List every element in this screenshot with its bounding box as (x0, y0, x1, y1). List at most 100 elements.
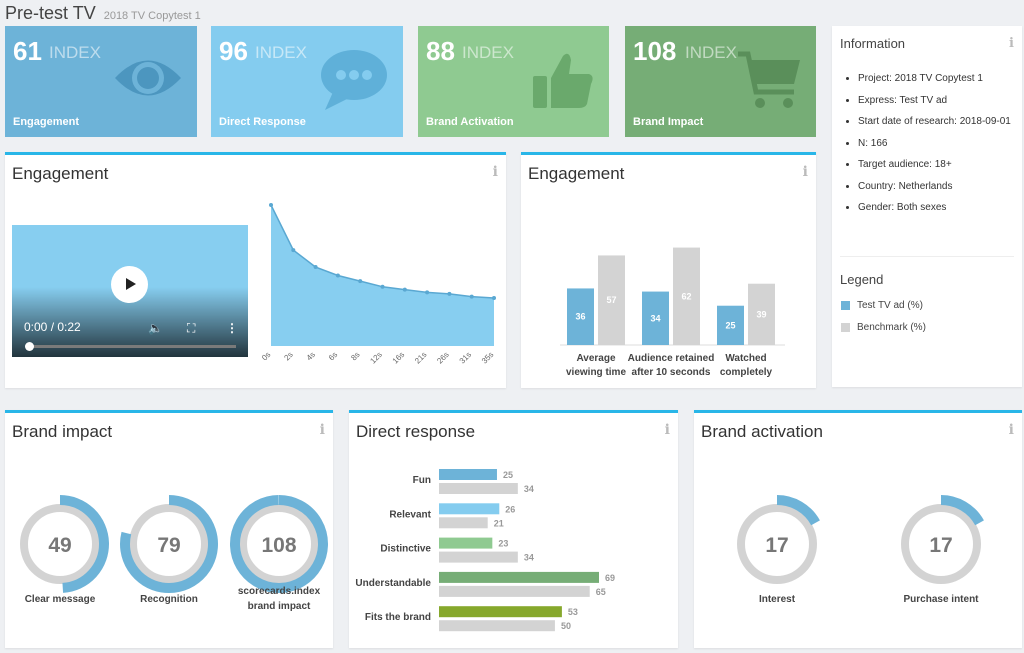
information-list: Project: 2018 TV Copytest 1 Express: Tes… (858, 68, 1018, 219)
category-label: Audience retained (628, 353, 715, 364)
video-seek-bar[interactable] (26, 345, 236, 348)
x-tick-label: 35s (480, 350, 495, 365)
bar-value-label: 23 (498, 539, 508, 549)
gauge-label: Clear message (25, 594, 96, 605)
gauge-arc (940, 495, 984, 526)
tile-brand-impact[interactable]: 108 INDEX Brand Impact (625, 26, 816, 137)
bar-value-label: 34 (524, 553, 534, 563)
engagement-area-chart: 0s 2s 4s 6s 8s 12s 16s 21s 26s 31s 35s (260, 203, 496, 366)
data-point (425, 290, 430, 295)
category-label: Average (576, 353, 616, 364)
tile-unit: INDEX (49, 43, 101, 62)
data-point (313, 265, 318, 270)
data-point (447, 291, 452, 296)
info-item: N: 166 (858, 133, 1018, 155)
info-icon[interactable]: i (492, 164, 498, 180)
tile-value: 61 (13, 36, 42, 66)
x-tick-label: 16s (391, 350, 406, 365)
tile-unit: INDEX (685, 43, 737, 62)
info-icon[interactable]: i (1009, 36, 1014, 51)
data-point (492, 296, 496, 301)
legend-swatch (841, 301, 850, 310)
x-tick-label: 6s (327, 350, 339, 362)
bar-value-label: 69 (605, 573, 615, 583)
brand-activation-card: Brand activation i (694, 410, 1022, 648)
x-tick-label: 12s (368, 350, 383, 365)
gauge-arc (120, 495, 218, 593)
gauge-value: 108 (261, 534, 296, 557)
data-point (358, 279, 363, 284)
engagement-bars-card: Engagement i (521, 152, 816, 388)
shopping-cart-icon (738, 51, 800, 108)
tile-label: Brand Impact (633, 116, 704, 128)
x-tick-label: 4s (305, 350, 317, 362)
fullscreen-icon[interactable]: ⛶ (187, 321, 196, 335)
x-tick-label: 0s (260, 350, 272, 362)
bar-benchmark (439, 517, 488, 529)
tile-value: 108 (633, 36, 677, 66)
bar-value-label: 25 (725, 320, 735, 330)
video-player[interactable]: 0:00 / 0:22 🔈 ⛶ ⋮ (12, 225, 248, 357)
card-title: Brand impact (12, 422, 113, 441)
bar-value-label: 36 (575, 312, 585, 322)
bar (567, 288, 594, 345)
tile-direct-response[interactable]: 96 INDEX Direct Response (211, 26, 403, 137)
gauge-arc (59, 495, 109, 593)
gauge-track (901, 504, 981, 584)
brand-impact-card: Brand impact i (5, 410, 333, 648)
brand-impact-gauges: 49 Clear message 79 Recognition 108 scorecard… (20, 495, 328, 612)
bar-benchmark (439, 585, 590, 597)
gauge-value: 49 (48, 534, 71, 557)
x-tick-label: 2s (282, 350, 294, 362)
info-icon[interactable]: i (1008, 422, 1014, 438)
card-title: Direct response (356, 422, 476, 441)
more-options-icon[interactable]: ⋮ (226, 321, 238, 335)
data-point (291, 248, 296, 253)
category-label: viewing time (566, 367, 626, 378)
data-point (335, 273, 340, 278)
category-label: Understandable (355, 578, 431, 589)
gauge-track (737, 504, 817, 584)
gauge-label: Recognition (140, 594, 198, 605)
info-item: Gender: Both sexes (858, 197, 1018, 219)
tile-unit: INDEX (462, 43, 514, 62)
tile-engagement[interactable]: 61 INDEX Engagement (5, 26, 197, 137)
play-button[interactable] (111, 266, 148, 303)
info-item: Country: Netherlands (858, 176, 1018, 198)
information-card: Information i Project: 2018 TV Copytest … (832, 26, 1022, 387)
thumbs-up-icon (533, 53, 593, 108)
bar-value-label: 21 (494, 518, 504, 528)
volume-icon[interactable]: 🔈 (148, 321, 163, 335)
gauge-arc (230, 495, 328, 593)
gauge-track (239, 504, 319, 584)
gauge-label: scorecards.index (238, 586, 321, 597)
bar-value-label: 65 (596, 587, 606, 597)
tile-label: Brand Activation (426, 116, 514, 128)
bar-benchmark (439, 620, 555, 632)
gauge-track (129, 504, 209, 584)
category-label: after 10 seconds (632, 367, 711, 378)
x-tick-label: 31s (458, 350, 473, 365)
x-tick-label: 21s (413, 350, 428, 365)
info-item: Start date of research: 2018-09-01 (858, 111, 1018, 133)
bar-value-label: 39 (756, 309, 766, 319)
bar-test (439, 606, 562, 618)
gauge-label: brand impact (248, 601, 311, 612)
tile-value: 96 (219, 36, 248, 66)
tile-label: Direct Response (219, 116, 306, 128)
tile-brand-activation[interactable]: 88 INDEX Brand Activation (418, 26, 609, 137)
page-subtitle: 2018 TV Copytest 1 (103, 10, 201, 22)
tile-label: Engagement (13, 116, 80, 128)
data-point (402, 287, 407, 292)
legend-item-benchmark: Benchmark (%) (841, 322, 926, 333)
category-label: Fun (413, 475, 431, 486)
page-title: Pre-test TV (5, 3, 96, 23)
info-icon[interactable]: i (802, 164, 808, 180)
legend-swatch (841, 323, 850, 332)
bar-benchmark (439, 483, 518, 494)
gauge-value: 17 (765, 534, 788, 557)
info-icon[interactable]: i (319, 422, 325, 438)
brand-activation-gauges: 17 Interest 17 Purchase intent (737, 495, 984, 605)
info-icon[interactable]: i (664, 422, 670, 438)
video-seek-handle[interactable] (25, 342, 34, 351)
